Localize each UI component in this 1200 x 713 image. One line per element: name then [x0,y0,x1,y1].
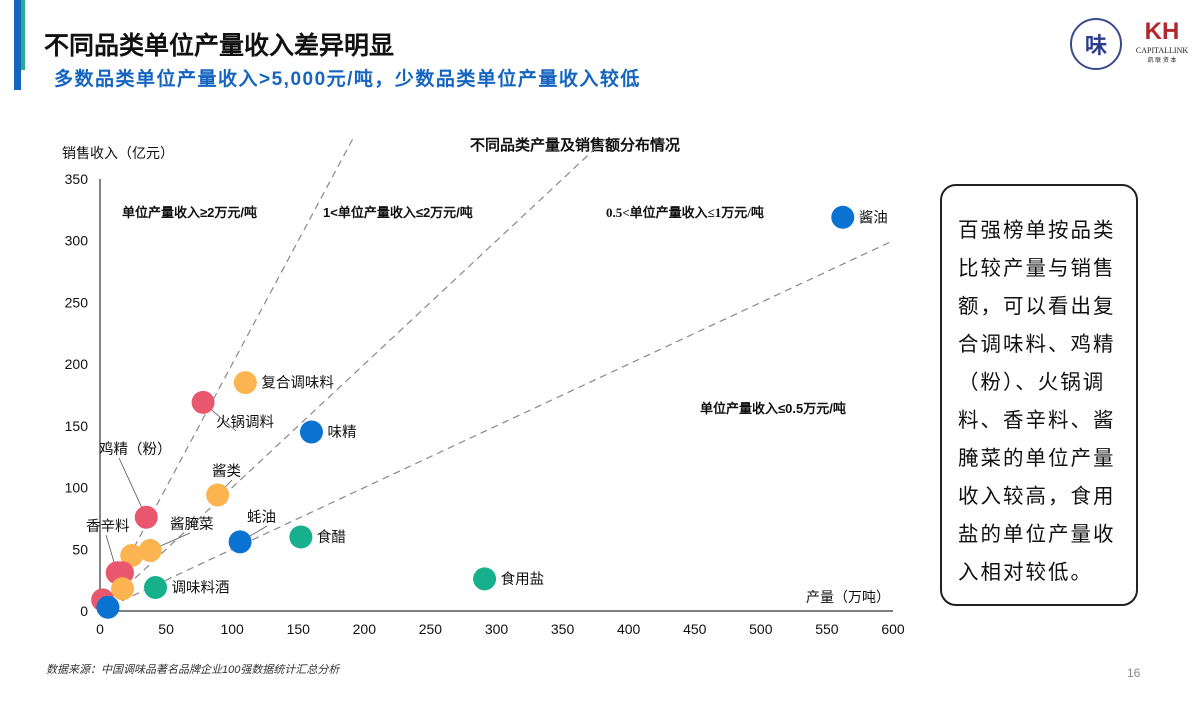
reference-line [99,135,355,612]
x-tick-label: 450 [683,621,707,637]
capitallink-mark: KH [1144,18,1180,45]
reference-line-label: 单位产量收入≤0.5万元/吨 [700,401,846,416]
data-point [299,420,323,444]
reference-line-label: 0.5<单位产量收入≤1万元/吨 [606,205,764,220]
data-label: 食醋 [317,529,346,546]
data-point [120,543,144,567]
page-title: 不同品类单位产量收入差异明显 [44,32,395,60]
data-label: 食用盐 [501,571,544,588]
reference-line-label: 单位产量收入≥2万元/吨 [122,205,257,220]
data-point [96,595,120,619]
y-tick-label: 200 [65,356,89,372]
data-point [233,371,257,395]
y-tick-label: 100 [65,480,89,496]
x-tick-label: 300 [485,621,509,637]
x-tick-label: 0 [96,621,104,637]
x-tick-label: 150 [287,621,311,637]
reference-line [99,135,610,612]
chart-title: 不同品类产量及销售额分布情况 [470,136,680,154]
data-source: 数据来源：中国调味品著名品牌企业100强数据统计汇总分析 [46,664,340,676]
association-logo-glyph: 味 [1084,33,1107,58]
data-label: 调味料酒 [172,580,230,597]
page-subtitle: 多数品类单位产量收入>5,000元/吨，少数品类单位产量收入较低 [54,69,641,90]
x-tick-label: 600 [881,621,905,637]
y-tick-label: 250 [65,294,89,310]
association-logo: 味 [1070,18,1122,70]
data-label: 蚝油 [247,509,276,526]
x-axis-label: 产量（万吨） [806,589,890,605]
page-number: 16 [1127,666,1141,680]
data-point [473,567,497,591]
data-point [138,539,162,563]
data-point [206,483,230,507]
data-point [228,530,252,554]
y-tick-label: 300 [65,233,89,249]
accent-bar-secondary [21,0,25,70]
data-label: 复合调味料 [261,374,334,392]
reference-line-label: 1<单位产量收入≤2万元/吨 [323,205,473,220]
x-tick-label: 550 [815,621,839,637]
data-label: 味精 [327,424,356,441]
y-tick-label: 0 [80,603,88,619]
data-point [191,390,215,414]
data-point [289,525,313,549]
x-tick-label: 250 [419,621,443,637]
data-label: 香辛料 [86,518,130,535]
data-point [144,576,168,600]
data-point [134,505,158,529]
summary-note: 百强榜单按品类比较产量与销售额，可以看出复合调味料、鸡精（粉）、火锅调料、香辛料… [940,184,1138,606]
x-tick-label: 200 [353,621,377,637]
x-tick-label: 100 [220,621,244,637]
capitallink-en: CAPITALLINK [1135,46,1189,55]
x-tick-label: 500 [749,621,773,637]
data-point [110,577,134,601]
capitallink-cn: 凯 联 资 本 [1147,58,1177,64]
data-point [831,205,855,229]
x-tick-label: 400 [617,621,641,637]
x-tick-label: 350 [551,621,575,637]
data-label: 鸡精（粉） [99,441,172,458]
data-label: 酱类 [212,463,241,480]
data-label: 酱油 [859,209,888,226]
x-tick-label: 50 [158,621,174,637]
capitallink-logo: KH CAPITALLINK 凯 联 资 本 [1132,18,1192,64]
data-point [110,561,134,585]
data-label: 火锅调料 [216,414,274,431]
y-axis-label: 销售收入（亿元） [62,145,174,161]
data-label: 酱腌菜 [170,516,214,533]
y-tick-label: 50 [72,541,88,557]
y-tick-label: 150 [65,418,89,434]
accent-bar [14,0,21,90]
y-tick-label: 350 [65,171,89,187]
